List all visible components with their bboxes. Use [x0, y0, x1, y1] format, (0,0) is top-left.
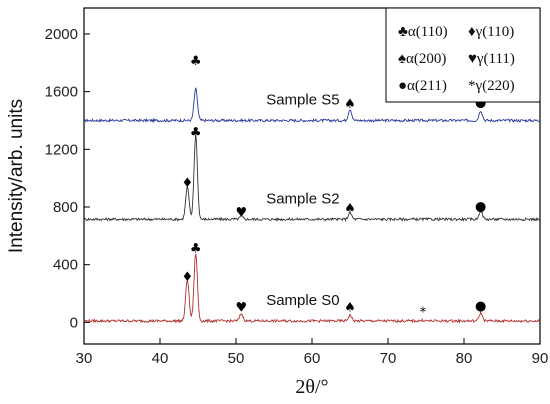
heart-icon: ♥: [235, 205, 247, 220]
legend-item-heart-gamma111: ♥γ(111): [468, 51, 515, 67]
legend-item-asterisk-gamma220: *γ(220): [468, 78, 515, 94]
x-tick-label: 60: [304, 350, 321, 367]
sample-label: Sample S5: [266, 91, 339, 108]
x-tick-label: 80: [456, 350, 473, 367]
x-tick-label: 40: [152, 350, 169, 367]
marker-layer: ♣ ♠ ● ♦ ♣ ♥ ♠ ● ♦ ♣ ♥ ♠ * ●: [182, 54, 487, 321]
asterisk-icon: *: [420, 306, 427, 321]
x-axis-title: 2θ/°: [295, 376, 328, 398]
diamond-icon: ♦: [182, 270, 194, 285]
x-tick-label: 30: [76, 350, 93, 367]
circle-icon: ●: [475, 200, 486, 215]
legend-item-club-alpha110: ♣α(110): [398, 24, 448, 40]
spade-icon: ♠: [344, 202, 356, 217]
legend-item-diamond-gamma110: ♦γ(110): [468, 24, 514, 40]
x-tick-label: 90: [532, 350, 549, 367]
x-tick-label: 70: [380, 350, 397, 367]
spade-icon: ♠: [344, 301, 356, 316]
club-icon: ♣: [190, 125, 202, 140]
legend-box: [385, 7, 541, 103]
axis-layer: 30 40 50 60 70 80 90 0 400 800 1200 1600 2000: [45, 26, 549, 367]
legend: ♣α(110) ♦γ(110) ♠α(200) ♥γ(111) ●α(211) …: [385, 7, 541, 103]
club-icon: ♣: [190, 54, 202, 69]
y-tick-label: 0: [70, 314, 78, 331]
circle-icon: ●: [475, 96, 486, 111]
legend-item-spade-alpha200: ♠α(200): [398, 51, 446, 67]
circle-icon: ●: [475, 299, 486, 314]
y-tick-label: 2000: [45, 26, 78, 43]
y-tick-label: 400: [53, 257, 78, 274]
series-line: [83, 253, 541, 324]
series-layer: Sample S5 Sample S2 Sample S0: [83, 87, 541, 324]
y-tick-label: 1200: [45, 141, 78, 158]
diamond-icon: ♦: [182, 176, 194, 191]
series-line: [83, 87, 541, 124]
sample-label: Sample S2: [266, 190, 339, 207]
sample-label: Sample S0: [266, 292, 339, 309]
spade-icon: ♠: [344, 97, 356, 112]
heart-icon: ♥: [235, 301, 247, 316]
legend-item-circle-alpha211: ●α(211): [398, 78, 447, 94]
club-icon: ♣: [190, 241, 202, 256]
series-line: [83, 134, 541, 222]
x-tick-label: 50: [228, 350, 245, 367]
y-tick-label: 1600: [45, 84, 78, 101]
y-axis-title: Intensity/arb. units: [6, 99, 27, 253]
y-tick-label: 800: [53, 199, 78, 216]
